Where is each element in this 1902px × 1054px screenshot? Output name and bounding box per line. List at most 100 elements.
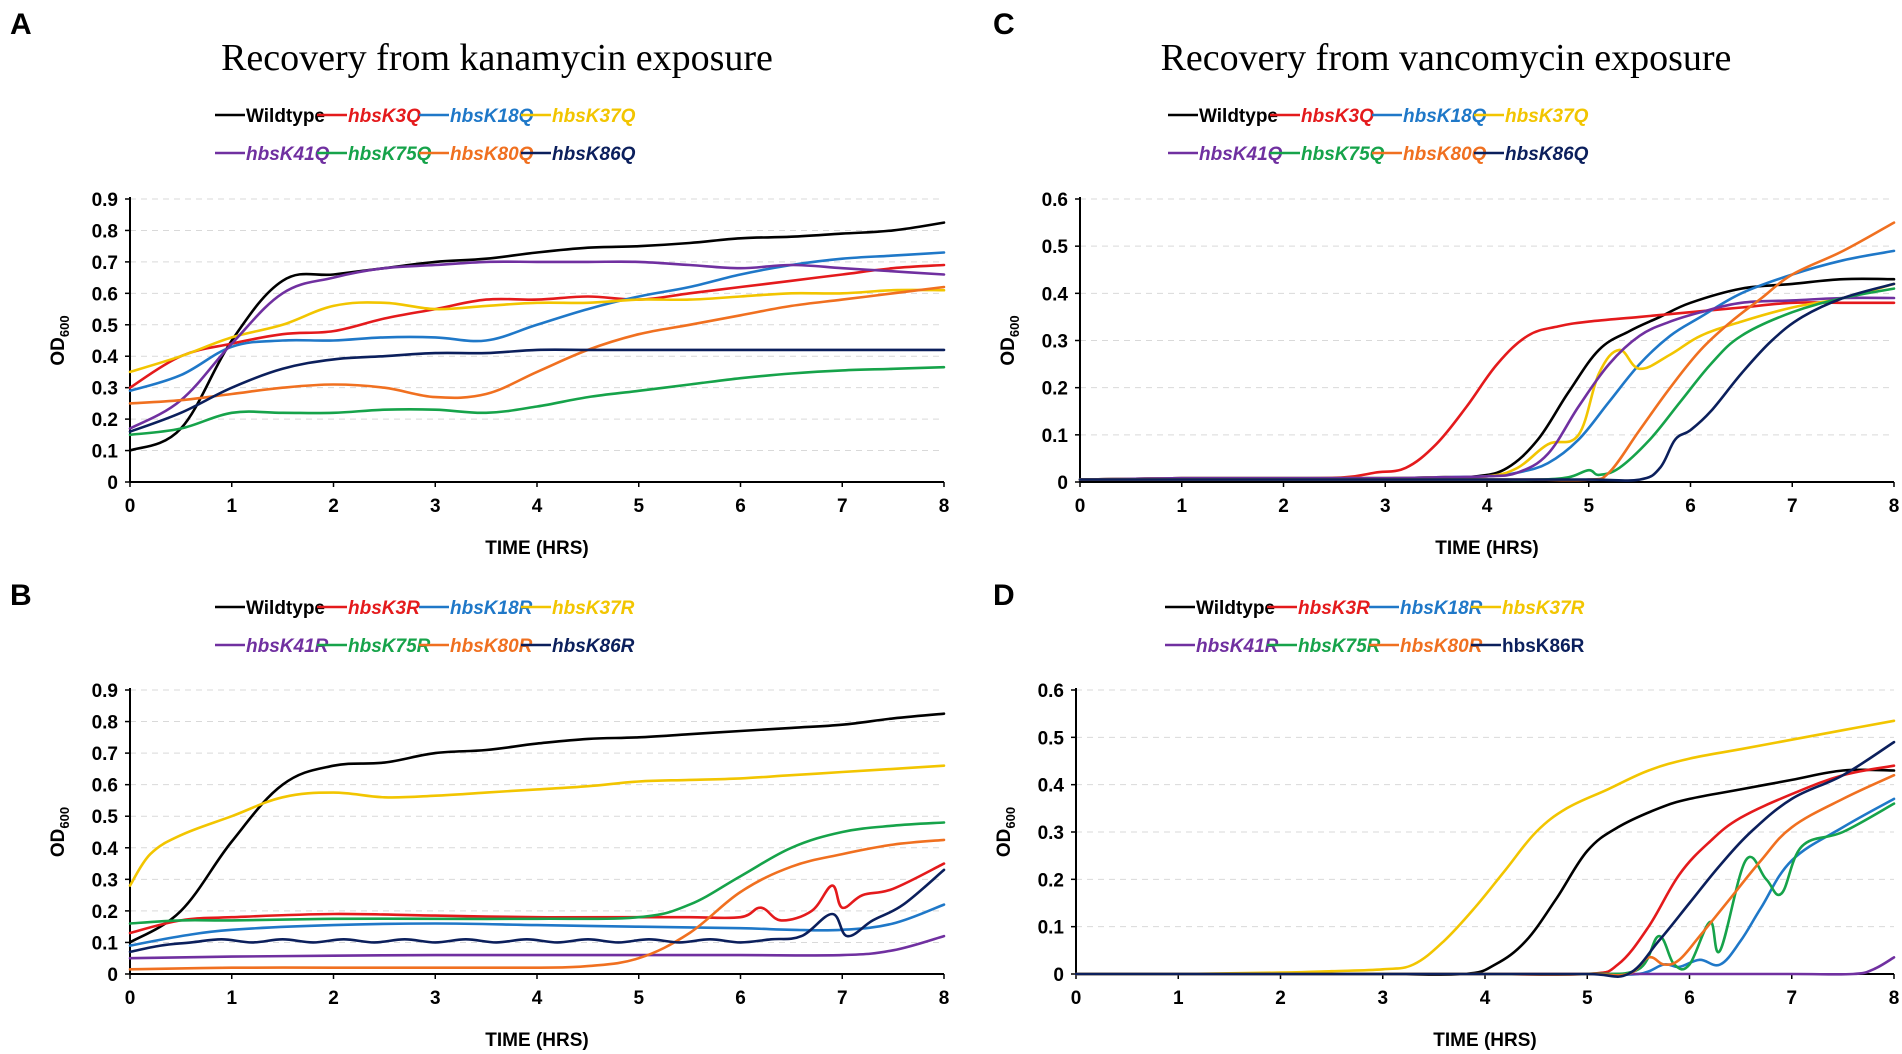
y-tick-label: 0.6 — [1042, 190, 1068, 211]
legend-item: hbsK80R — [1369, 636, 1483, 657]
series-line — [128, 365, 946, 437]
y-tick-label: 0 — [107, 965, 118, 986]
legend-item: hbsK86Q — [1474, 144, 1589, 165]
series-line — [1074, 956, 1896, 976]
legend-item: hbsK18Q — [1372, 106, 1487, 127]
x-tick-label: 8 — [939, 988, 950, 1009]
legend-label: hbsK80Q — [450, 144, 534, 165]
legend-label: hbsK75R — [348, 636, 431, 657]
legend-label: Wildtype — [1199, 106, 1278, 127]
y-tick-label: 0.3 — [1038, 823, 1064, 844]
x-tick-label: 1 — [226, 496, 237, 517]
x-tick-label: 4 — [532, 988, 543, 1009]
legend-label: hbsK86Q — [1505, 144, 1589, 165]
legend-label: hbsK41Q — [1199, 144, 1283, 165]
legend-item: hbsK3Q — [1270, 106, 1374, 127]
x-tick-label: 3 — [430, 988, 441, 1009]
y-tick-label: 0.5 — [1038, 728, 1065, 749]
legend-item: hbsK86R — [1471, 636, 1585, 657]
chart-plot-area: Wildtype hbsK3R hbsK18R hbsK37R hbsK41R hbsK7… — [994, 598, 1899, 1051]
legend-item: hbsK3Q — [317, 106, 421, 127]
legend-item: hbsK41Q — [215, 144, 330, 165]
x-tick-label: 3 — [430, 496, 441, 517]
y-tick-label: 0.5 — [92, 807, 119, 828]
x-tick-label: 2 — [1278, 496, 1289, 517]
series-line — [1078, 296, 1896, 481]
y-tick-label: 0.2 — [1038, 870, 1064, 891]
y-axis-title: OD600 — [48, 807, 72, 857]
y-tick-label: 0.3 — [92, 870, 118, 891]
legend-label: hbsK41R — [246, 636, 329, 657]
legend-label: hbsK86Q — [552, 144, 636, 165]
y-axis-title: OD600 — [48, 315, 72, 365]
legend-item: hbsK37Q — [1474, 106, 1589, 127]
legend-label: hbsK75Q — [1301, 144, 1385, 165]
x-tick-label: 2 — [328, 496, 339, 517]
series-line — [1074, 719, 1896, 976]
y-tick-label: 0 — [107, 473, 118, 494]
legend-label: hbsK37Q — [1505, 106, 1589, 127]
series-line — [1074, 802, 1896, 976]
y-axis-title: OD600 — [998, 315, 1022, 365]
series-line — [128, 934, 946, 960]
y-tick-label: 0.1 — [1042, 426, 1069, 447]
series-line — [128, 285, 946, 405]
x-tick-label: 2 — [1275, 988, 1286, 1009]
legend-label: hbsK80R — [1400, 636, 1483, 657]
y-tick-label: 0.7 — [92, 253, 118, 274]
series-line — [128, 764, 946, 887]
series-line — [128, 221, 946, 452]
x-tick-label: 3 — [1377, 988, 1388, 1009]
x-tick-label: 8 — [1889, 988, 1900, 1009]
legend-label: hbsK86R — [552, 636, 635, 657]
legend-item: hbsK86R — [521, 636, 635, 657]
x-tick-label: 5 — [1582, 988, 1593, 1009]
legend-label: hbsK75R — [1298, 636, 1381, 657]
legend-item: hbsK75R — [317, 636, 431, 657]
legend-label: hbsK3R — [1298, 598, 1370, 619]
legend-label: hbsK80Q — [1403, 144, 1487, 165]
x-tick-label: 7 — [837, 988, 848, 1009]
y-tick-label: 0.2 — [1042, 379, 1068, 400]
legend-item: hbsK80Q — [419, 144, 534, 165]
series-line — [128, 821, 946, 925]
x-tick-label: 7 — [1787, 496, 1798, 517]
y-tick-label: 0.3 — [92, 379, 118, 400]
x-axis-title: TIME (HRS) — [485, 1030, 588, 1051]
legend-label: hbsK3Q — [348, 106, 421, 127]
series-line — [1078, 282, 1896, 482]
x-tick-label: 6 — [735, 988, 746, 1009]
legend-item: hbsK80Q — [1372, 144, 1487, 165]
y-tick-label: 0.6 — [92, 284, 118, 305]
series-line — [128, 348, 946, 433]
panel-d: D Wildtype hbsK3R hbsK18R hbsK37R hbsK41R hbs… — [993, 579, 1899, 1051]
x-tick-label: 1 — [1173, 988, 1184, 1009]
legend-label: hbsK86R — [1502, 636, 1585, 657]
series-line — [1078, 282, 1896, 481]
y-tick-label: 0.6 — [1038, 681, 1064, 702]
series-line — [1074, 768, 1896, 977]
x-tick-label: 6 — [735, 496, 746, 517]
x-tick-label: 0 — [125, 988, 136, 1009]
series-line — [128, 263, 946, 389]
x-tick-label: 4 — [532, 496, 543, 517]
series-line — [1074, 764, 1896, 977]
legend-label: hbsK3Q — [1301, 106, 1374, 127]
legend-label: hbsK37R — [1502, 598, 1585, 619]
x-tick-label: 5 — [633, 496, 644, 517]
chart-title: Recovery from kanamycin exposure — [221, 37, 773, 79]
legend-item: hbsK75Q — [317, 144, 432, 165]
chart-plot-area: Wildtype hbsK3Q hbsK18Q hbsK37Q hbsK41Q hbsK7… — [998, 106, 1899, 559]
panel-a: A Recovery from kanamycin exposure Wildt… — [10, 8, 949, 559]
x-tick-label: 7 — [837, 496, 848, 517]
x-tick-label: 4 — [1480, 988, 1491, 1009]
x-tick-label: 7 — [1786, 988, 1797, 1009]
panel-letter: B — [10, 579, 32, 612]
legend-item: hbsK75R — [1267, 636, 1381, 657]
legend-label: hbsK41Q — [246, 144, 330, 165]
legend-label: hbsK80R — [450, 636, 533, 657]
panel-letter: A — [10, 8, 32, 41]
legend-item: hbsK3R — [1267, 598, 1370, 619]
legend-label: hbsK18Q — [450, 106, 534, 127]
series-line — [128, 251, 946, 393]
